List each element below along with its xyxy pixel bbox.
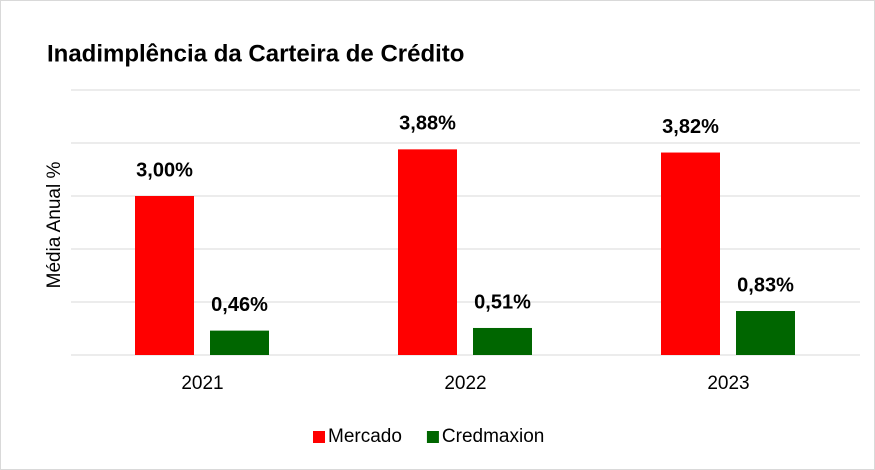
bar — [398, 149, 457, 355]
data-label: 0,51% — [474, 291, 531, 313]
bar — [661, 152, 720, 355]
data-label: 3,82% — [662, 116, 719, 138]
bar — [736, 311, 795, 355]
x-tick-label: 2022 — [444, 373, 486, 394]
data-label: 3,00% — [136, 159, 193, 181]
chart-title: Inadimplência da Carteira de Crédito — [47, 40, 464, 67]
data-label: 3,88% — [399, 113, 456, 135]
bar — [473, 327, 532, 355]
legend-label: Mercado — [328, 426, 402, 447]
data-label: 0,83% — [737, 274, 794, 296]
legend-swatch — [426, 431, 439, 443]
y-axis-label: Média Anual % — [44, 162, 65, 289]
legend-label: Credmaxion — [442, 426, 544, 447]
x-tick-label: 2021 — [181, 373, 223, 394]
legend-swatch — [313, 431, 325, 443]
bar — [210, 330, 269, 355]
bar — [135, 196, 194, 355]
data-label: 0,46% — [211, 294, 268, 316]
x-tick-label: 2023 — [707, 373, 749, 394]
